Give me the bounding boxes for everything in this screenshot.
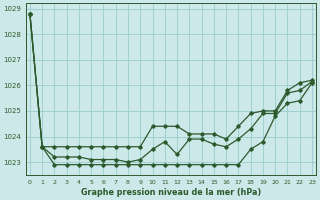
- X-axis label: Graphe pression niveau de la mer (hPa): Graphe pression niveau de la mer (hPa): [81, 188, 261, 197]
